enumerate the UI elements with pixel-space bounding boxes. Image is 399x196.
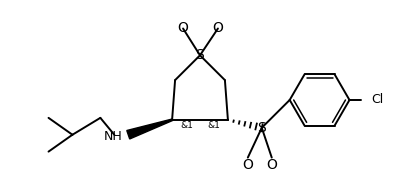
Text: O: O bbox=[178, 22, 188, 35]
Text: O: O bbox=[243, 158, 253, 172]
Text: NH: NH bbox=[103, 130, 122, 143]
Text: O: O bbox=[213, 22, 223, 35]
Text: O: O bbox=[266, 158, 277, 172]
Text: S: S bbox=[257, 121, 266, 135]
Polygon shape bbox=[127, 119, 172, 139]
Text: &1: &1 bbox=[180, 121, 193, 130]
Text: S: S bbox=[196, 48, 204, 62]
Text: &1: &1 bbox=[207, 121, 220, 130]
Text: Cl: Cl bbox=[371, 93, 384, 106]
